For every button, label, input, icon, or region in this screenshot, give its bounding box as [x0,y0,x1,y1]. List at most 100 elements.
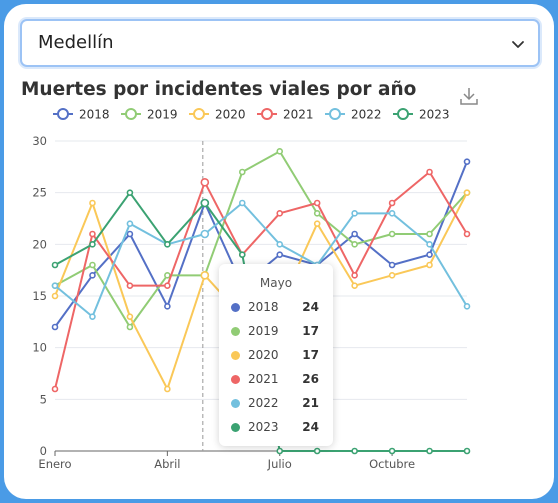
data-point-2022 [89,313,96,320]
y-tick-label: 10 [32,341,47,355]
chart-tooltip: Mayo 2018 24 2019 17 2020 17 2021 26 2022 21 2023 2… [219,264,333,446]
tooltip-series-name: 2021 [248,372,279,386]
data-point-2018 [463,158,471,165]
tooltip-value: 17 [302,324,319,338]
data-point-2019 [164,272,171,279]
y-tick-label: 25 [32,186,47,200]
legend-marker-2018 [57,108,69,120]
data-point-2022 [276,241,284,248]
y-tick-label: 30 [32,134,47,148]
tooltip-series-name: 2020 [248,348,279,362]
tooltip-row: 2022 21 [219,394,333,414]
data-point-2020 [388,272,396,279]
data-point-2020 [126,313,134,320]
data-point-2019 [313,210,321,217]
data-point-2018 [89,272,96,279]
download-icon[interactable] [459,86,479,106]
x-tick-label: Abril [154,457,180,471]
data-point-2023 [276,447,284,455]
tooltip-series-name: 2023 [248,420,279,434]
data-point-2023 [426,447,433,455]
data-point-2019 [426,230,433,238]
legend-label-2018: 2018 [79,108,110,122]
data-point-2018 [426,251,433,258]
data-point-2018 [351,230,358,238]
data-point-2019 [238,168,246,176]
y-tick-label: 5 [40,392,47,406]
tooltip-title: Mayo [259,276,293,290]
data-point-2021 [463,230,471,238]
data-point-2019 [276,148,284,155]
data-point-2021 [51,385,59,393]
data-point-2022 [126,220,134,227]
legend-marker-2021 [261,108,273,120]
series-line-2021 [54,171,468,390]
tooltip-value: 24 [302,300,319,314]
data-point-2023 [351,447,358,455]
data-point-2019 [388,230,396,238]
data-point-2020 [426,261,433,269]
legend-label-2022: 2022 [351,108,382,122]
city-select[interactable]: Medellín [20,19,540,67]
data-point-2023 [164,241,171,248]
tooltip-value: 24 [302,420,319,434]
x-tick-label: Enero [38,457,71,471]
chart-title: Muertes por incidentes viales por año [21,79,417,100]
data-point-2018 [126,230,134,238]
data-point-2023 [89,241,96,248]
data-point-2019 [89,261,96,269]
data-point-2022 [238,199,246,207]
data-point-2021 [351,272,358,279]
tooltip-marker [231,327,240,336]
data-point-2020 [164,385,171,393]
data-point-2020 [463,189,471,196]
data-point-2020 [351,282,358,289]
tooltip-row: 2019 17 [219,322,333,342]
data-point-2020 [51,292,59,300]
tooltip-marker [231,375,240,384]
series-line-2019 [54,150,468,328]
data-point-2022 [426,241,433,248]
data-point-2019 [351,241,358,248]
data-point-2021 [200,178,210,187]
data-point-2023 [51,261,59,269]
tooltip-row: 2020 17 [219,346,333,366]
data-point-2023 [313,447,321,455]
tooltip-row: 2018 24 [219,298,333,318]
data-point-2021 [126,282,134,289]
y-tick-label: 15 [32,289,47,303]
data-point-2021 [89,230,96,238]
tooltip-row: 2023 24 [219,418,333,438]
x-tick-label: Julio [267,457,292,471]
data-point-2021 [164,282,171,289]
city-select-value: Medellín [38,32,114,53]
y-tick-label: 0 [40,444,47,458]
legend-label-2020: 2020 [215,108,246,122]
tooltip-value: 26 [302,372,319,386]
data-point-2022 [463,303,471,310]
data-point-2020 [200,271,210,280]
data-point-2022 [51,282,59,289]
data-point-2022 [200,229,210,239]
data-point-2021 [388,199,396,207]
tooltip-series-name: 2018 [248,300,279,314]
tooltip-marker [231,303,240,312]
data-point-2023 [200,198,210,208]
chevron-down-icon [512,41,524,48]
tooltip-row: 2021 26 [219,370,333,390]
data-point-2018 [276,251,284,258]
tooltip-series-name: 2022 [248,396,279,410]
data-point-2018 [51,323,59,331]
data-point-2020 [313,220,321,227]
tooltip-value: 21 [302,396,319,410]
data-point-2018 [164,303,171,310]
data-point-2020 [89,199,96,207]
tooltip-marker [231,423,240,432]
data-point-2021 [276,210,284,217]
data-point-2023 [126,189,134,196]
legend-label-2019: 2019 [147,108,178,122]
tooltip-value: 17 [302,348,319,362]
legend-marker-2022 [329,108,341,120]
legend-marker-2023 [397,108,409,120]
data-point-2021 [313,199,321,207]
